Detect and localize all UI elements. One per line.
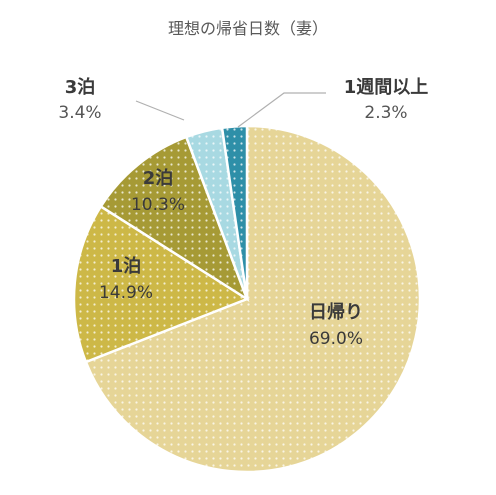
leader-lines xyxy=(135,92,326,128)
slice-label-2: 1泊 xyxy=(111,256,142,277)
slice-label-3: 2泊 xyxy=(143,168,174,189)
slice-value-3: 10.3% xyxy=(131,195,185,215)
leader-line-4 xyxy=(135,100,185,121)
pie-slice-3 xyxy=(99,135,250,303)
slice-label-5: 1週間以上 xyxy=(344,77,429,98)
slice-label-1: 日帰り xyxy=(309,302,363,323)
slice-value-5: 2.3% xyxy=(364,103,407,123)
slice-label-4: 3泊 xyxy=(65,77,96,98)
slice-labels: 日帰り 69.0% 1泊 14.9% 2泊 10.3% 3泊 3.4% 1週間以上 2.3% xyxy=(58,77,428,349)
pie-slice-2 xyxy=(72,204,250,364)
slice-value-1: 69.0% xyxy=(309,329,363,349)
pie-slice-1 xyxy=(84,124,422,474)
pie-slice-5 xyxy=(220,124,249,300)
leader-line-5 xyxy=(237,92,326,128)
chart-title: 理想の帰省日数（妻） xyxy=(168,19,328,38)
slice-value-4: 3.4% xyxy=(58,103,101,123)
slices-layer xyxy=(72,124,422,474)
slice-value-2: 14.9% xyxy=(99,283,153,303)
